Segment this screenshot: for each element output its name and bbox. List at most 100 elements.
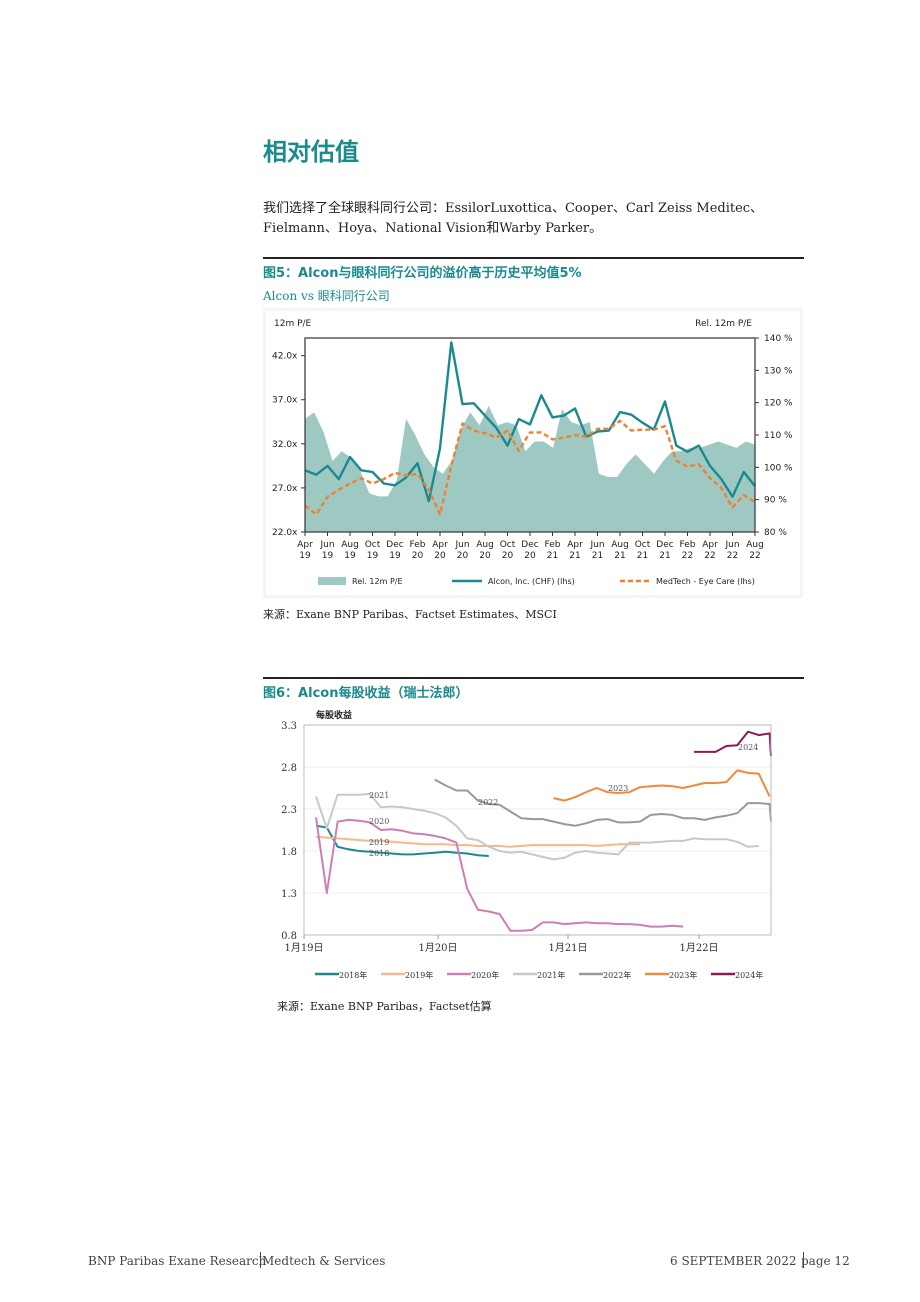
right-tick-label: 100 % bbox=[764, 463, 793, 473]
rel-pe-area bbox=[305, 405, 755, 532]
legend-rel-pe-swatch bbox=[318, 577, 346, 585]
eps-line-2019 bbox=[315, 835, 640, 848]
chart5-right-axis-title: Rel. 12m P/E bbox=[695, 319, 752, 329]
legend-label-2021: 2021年 bbox=[537, 970, 565, 980]
series-label-2019: 2019 bbox=[369, 838, 389, 847]
legend-label-2024: 2024年 bbox=[735, 970, 763, 980]
eps-line-2024 bbox=[694, 730, 772, 757]
legend-rel-pe-label: Rel. 12m P/E bbox=[352, 577, 403, 586]
eps-line-2022 bbox=[434, 778, 772, 827]
eps-line-2021 bbox=[315, 792, 759, 861]
x-tick-month: Feb bbox=[410, 540, 426, 550]
y-tick-label: 1.8 bbox=[281, 847, 297, 858]
figure5-source: 来源：Exane BNP Paribas、Factset Estimates、M… bbox=[263, 608, 557, 621]
x-tick-year: 22 bbox=[682, 551, 693, 561]
x-tick-month: Aug bbox=[476, 540, 494, 550]
figure6-top-rule bbox=[263, 677, 804, 679]
chart6-plot-frame bbox=[303, 724, 772, 936]
series-label-2023: 2023 bbox=[608, 784, 628, 793]
x-tick-month: Dec bbox=[386, 540, 403, 550]
x-tick-year: 21 bbox=[637, 551, 648, 561]
x-tick-month: Aug bbox=[341, 540, 359, 550]
series-label-2022: 2022 bbox=[478, 798, 498, 807]
right-tick-label: 140 % bbox=[764, 334, 793, 344]
legend-label-2020: 2020年 bbox=[471, 970, 499, 980]
section-title: 相对估值 bbox=[263, 138, 359, 166]
x-tick-month: Apr bbox=[432, 540, 448, 550]
figure5-title: 图5：Alcon与眼科同行公司的溢价高于历史平均值5% bbox=[263, 266, 582, 281]
left-tick-label: 27.0x bbox=[272, 484, 298, 494]
figure5-top-rule bbox=[263, 257, 804, 259]
legend-label-2018: 2018年 bbox=[339, 970, 367, 980]
legend-label-2022: 2022年 bbox=[603, 970, 631, 980]
x-tick-year: 20 bbox=[502, 551, 514, 561]
x-tick-month: Oct bbox=[635, 540, 651, 550]
x-tick-year: 20 bbox=[479, 551, 491, 561]
x-tick-year: 22 bbox=[749, 551, 760, 561]
series-label-2024: 2024 bbox=[738, 743, 758, 752]
x-tick-year: 19 bbox=[344, 551, 356, 561]
x-tick-month: Aug bbox=[611, 540, 629, 550]
x-tick-month: Jun bbox=[589, 540, 604, 550]
x-tick-label: 1月22日 bbox=[679, 942, 718, 954]
chart5-left-axis-title: 12m P/E bbox=[274, 319, 312, 329]
x-tick-year: 21 bbox=[614, 551, 625, 561]
left-tick-label: 42.0x bbox=[272, 352, 298, 362]
x-tick-month: Oct bbox=[365, 540, 381, 550]
footer-publisher: BNP Paribas Exane Research bbox=[88, 1254, 267, 1268]
x-tick-year: 22 bbox=[727, 551, 738, 561]
x-tick-month: Jun bbox=[319, 540, 334, 550]
series-label-2021: 2021 bbox=[369, 791, 389, 800]
x-tick-month: Feb bbox=[680, 540, 696, 550]
right-tick-label: 80 % bbox=[764, 528, 787, 538]
x-tick-month: Jun bbox=[724, 540, 739, 550]
eps-chart: 每股收益 2018 2019 2020 2021 2022 2023 2024 3.3 2.8… bbox=[281, 709, 772, 980]
left-tick-label: 32.0x bbox=[272, 440, 298, 450]
eps-line-2018 bbox=[315, 824, 489, 857]
footer-divider-right bbox=[803, 1252, 804, 1268]
alcon-pe-line bbox=[304, 341, 756, 503]
x-tick-month: Jun bbox=[454, 540, 469, 550]
figure6-source: 来源：Exane BNP Paribas，Factset估算 bbox=[277, 1000, 492, 1013]
x-tick-month: Apr bbox=[297, 540, 313, 550]
x-tick-label: 1月20日 bbox=[418, 942, 457, 954]
legend-label-2019: 2019年 bbox=[405, 970, 433, 980]
x-tick-label: 1月21日 bbox=[548, 942, 587, 954]
footer-divider-left bbox=[260, 1252, 261, 1268]
x-tick-label: 1月19日 bbox=[284, 942, 323, 954]
x-tick-month: Apr bbox=[567, 540, 583, 550]
x-tick-year: 20 bbox=[524, 551, 536, 561]
x-tick-year: 19 bbox=[299, 551, 311, 561]
x-tick-month: Dec bbox=[656, 540, 673, 550]
left-tick-label: 22.0x bbox=[272, 528, 298, 538]
footer-date: 6 SEPTEMBER 2022 bbox=[670, 1254, 797, 1268]
x-tick-month: Feb bbox=[545, 540, 561, 550]
x-tick-month: Apr bbox=[702, 540, 718, 550]
eps-line-2023 bbox=[553, 769, 771, 802]
x-tick-year: 20 bbox=[434, 551, 446, 561]
x-tick-year: 21 bbox=[569, 551, 580, 561]
x-tick-year: 21 bbox=[659, 551, 670, 561]
x-tick-year: 21 bbox=[547, 551, 558, 561]
footer-page: page 12 bbox=[801, 1254, 850, 1268]
intro-paragraph: 我们选择了全球眼科同行公司：EssilorLuxottica、Cooper、Ca… bbox=[263, 201, 764, 236]
chart6-axis-title: 每股收益 bbox=[316, 709, 352, 721]
y-tick-label: 0.8 bbox=[281, 931, 297, 942]
right-tick-label: 90 % bbox=[764, 496, 787, 506]
x-tick-year: 20 bbox=[457, 551, 469, 561]
figure5-subtitle: Alcon vs 眼科同行公司 bbox=[263, 289, 390, 303]
y-tick-label: 2.8 bbox=[281, 763, 297, 774]
medtech-pe-line bbox=[304, 419, 756, 516]
y-tick-label: 2.3 bbox=[281, 805, 297, 816]
figure6-title: 图6：Alcon每股收益（瑞士法郎） bbox=[263, 686, 469, 701]
y-tick-label: 1.3 bbox=[281, 889, 297, 900]
x-tick-month: Aug bbox=[746, 540, 764, 550]
legend-alcon-label: Alcon, Inc. (CHF) (lhs) bbox=[488, 577, 575, 586]
legend-label-2023: 2023年 bbox=[669, 970, 697, 980]
y-tick-label: 3.3 bbox=[281, 721, 297, 732]
x-tick-year: 19 bbox=[389, 551, 401, 561]
right-tick-label: 120 % bbox=[764, 399, 793, 409]
right-tick-label: 130 % bbox=[764, 366, 793, 376]
series-label-2020: 2020 bbox=[369, 817, 389, 826]
x-tick-year: 19 bbox=[322, 551, 334, 561]
